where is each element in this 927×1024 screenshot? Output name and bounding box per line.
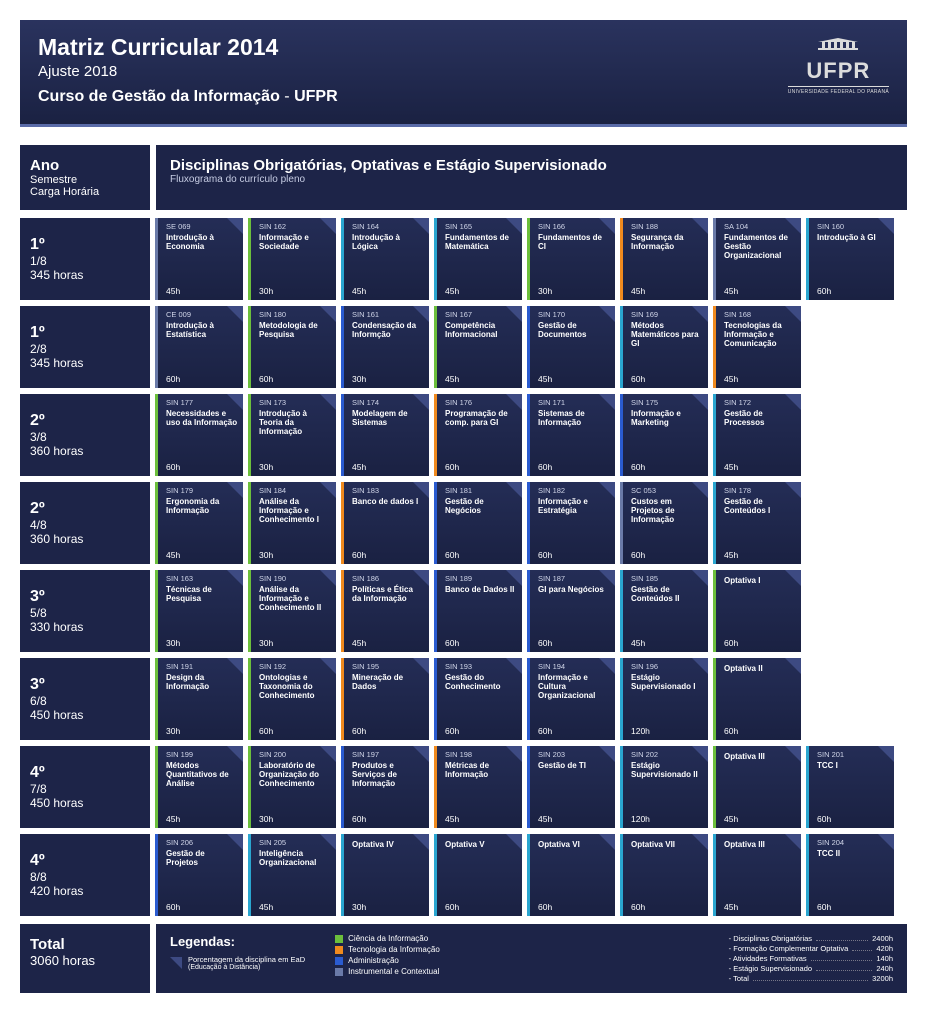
course-card: SIN 178 Gestão de Conteúdos I 45h <box>713 482 801 564</box>
course-card: SIN 198 Métricas de Informação 45h <box>434 746 522 828</box>
course-card: SIN 165 Fundamentos de Matemática 45h <box>434 218 522 300</box>
course-card: SIN 184 Análise da Informação e Conhecim… <box>248 482 336 564</box>
course-card: SIN 176 Programação de comp. para GI 60h <box>434 394 522 476</box>
course-card: SIN 177 Necessidades e uso da Informação… <box>155 394 243 476</box>
course-card: Optativa V 60h <box>434 834 522 916</box>
legend-category: Instrumental e Contextual <box>335 967 440 976</box>
semester-row: 2º3/8360 horas SIN 177 Necessidades e us… <box>20 394 907 476</box>
course-card: SIN 194 Informação e Cultura Organizacio… <box>527 658 615 740</box>
course-card: Optativa III 45h <box>713 746 801 828</box>
course-card: SIN 174 Modelagem de Sistemas 45h <box>341 394 429 476</box>
course-card: SIN 168 Tecnologias da Informação e Comu… <box>713 306 801 388</box>
legend-hours-row: - Atividades Formativas140h <box>729 954 893 963</box>
course-card: SIN 170 Gestão de Documentos 45h <box>527 306 615 388</box>
intro-row: Ano Semestre Carga Horária Disciplinas O… <box>20 145 907 210</box>
course-card: SC 053 Custos em Projetos de Informação … <box>620 482 708 564</box>
course-card: SIN 169 Métodos Matemáticos para GI 60h <box>620 306 708 388</box>
course-card: SIN 191 Design da Informação 30h <box>155 658 243 740</box>
course-card: SIN 180 Metodologia de Pesquisa 60h <box>248 306 336 388</box>
footer-row: Total 3060 horas Legendas: Porcentagem d… <box>20 924 907 993</box>
course-card: SA 104 Fundamentos de Gestão Organizacio… <box>713 218 801 300</box>
course-card: SIN 173 Introdução à Teoria da Informaçã… <box>248 394 336 476</box>
legend-hours-row: - Estágio Supervisionado240h <box>729 964 893 973</box>
course-card: SIN 200 Laboratório de Organização do Co… <box>248 746 336 828</box>
semester-label: 4º8/8420 horas <box>20 834 150 916</box>
ead-triangle-icon <box>170 957 182 969</box>
legend-hours-row: - Disciplinas Obrigatórias2400h <box>729 934 893 943</box>
ufpr-logo: UFPR UNIVERSIDADE FEDERAL DO PARANÁ <box>788 38 889 95</box>
course-card: SIN 204 TCC II 60h <box>806 834 894 916</box>
course-card: SIN 189 Banco de Dados II 60h <box>434 570 522 652</box>
course-card: SIN 179 Ergonomia da Informação 45h <box>155 482 243 564</box>
intro-right: Disciplinas Obrigatórias, Optativas e Es… <box>156 145 907 210</box>
course-card: Optativa I 60h <box>713 570 801 652</box>
legend-categories: Ciência da Informação Tecnologia da Infor… <box>335 934 440 976</box>
legend-category: Ciência da Informação <box>335 934 440 943</box>
legend-block-ead: Legendas: Porcentagem da disciplina em E… <box>170 934 305 971</box>
course-card: SIN 164 Introdução à Lógica 45h <box>341 218 429 300</box>
semester-label: 2º4/8360 horas <box>20 482 150 564</box>
semester-label: 3º5/8330 horas <box>20 570 150 652</box>
course-card: CE 009 Introdução à Estatística 60h <box>155 306 243 388</box>
header-subtitle-2: Curso de Gestão da Informação - UFPR <box>38 88 889 106</box>
course-card: SIN 190 Análise da Informação e Conhecim… <box>248 570 336 652</box>
course-card: SIN 161 Condensação da Informção 30h <box>341 306 429 388</box>
course-card: SIN 196 Estágio Supervisionado I 120h <box>620 658 708 740</box>
course-card: SIN 195 Mineração de Dados 60h <box>341 658 429 740</box>
course-card: SIN 199 Métodos Quantitativos de Análise… <box>155 746 243 828</box>
legend-category: Tecnologia da Informação <box>335 945 440 954</box>
course-card: SE 069 Introdução à Economia 45h <box>155 218 243 300</box>
legend-category: Administração <box>335 956 440 965</box>
footer-total: Total 3060 horas <box>20 924 150 993</box>
course-card: Optativa III 45h <box>713 834 801 916</box>
course-card: SIN 192 Ontologias e Taxonomia do Conhec… <box>248 658 336 740</box>
semester-label: 2º3/8360 horas <box>20 394 150 476</box>
legend-hours-row: - Formação Complementar Optativa420h <box>729 944 893 953</box>
legend-hours-row: - Total3200h <box>729 974 893 983</box>
footer-legend: Legendas: Porcentagem da disciplina em E… <box>156 924 907 993</box>
semester-label: 3º6/8450 horas <box>20 658 150 740</box>
course-card: SIN 205 Inteligência Organizacional 45h <box>248 834 336 916</box>
legend-hours: - Disciplinas Obrigatórias2400h- Formaçã… <box>729 934 893 983</box>
course-card: SIN 188 Segurança da Informação 45h <box>620 218 708 300</box>
course-card: SIN 183 Banco de dados I 60h <box>341 482 429 564</box>
course-card: SIN 175 Informação e Marketing 60h <box>620 394 708 476</box>
course-card: SIN 193 Gestão do Conhecimento 60h <box>434 658 522 740</box>
course-card: SIN 206 Gestão de Projetos 60h <box>155 834 243 916</box>
course-card: SIN 182 Informação e Estratégia 60h <box>527 482 615 564</box>
course-card: SIN 181 Gestão de Negócios 60h <box>434 482 522 564</box>
page-title: Matriz Curricular 2014 <box>38 34 889 61</box>
course-card: SIN 203 Gestão de TI 45h <box>527 746 615 828</box>
semester-row: 4º8/8420 horas SIN 206 Gestão de Projeto… <box>20 834 907 916</box>
course-card: SIN 167 Competência Informacional 45h <box>434 306 522 388</box>
intro-left: Ano Semestre Carga Horária <box>20 145 150 210</box>
semester-label: 4º7/8450 horas <box>20 746 150 828</box>
semester-row: 3º5/8330 horas SIN 163 Técnicas de Pesqu… <box>20 570 907 652</box>
semester-row: 1º1/8345 horas SE 069 Introdução à Econo… <box>20 218 907 300</box>
course-card: SIN 172 Gestão de Processos 45h <box>713 394 801 476</box>
header-subtitle-1: Ajuste 2018 <box>38 63 889 80</box>
semester-row: 3º6/8450 horas SIN 191 Design da Informa… <box>20 658 907 740</box>
course-card: SIN 185 Gestão de Conteúdos II 45h <box>620 570 708 652</box>
course-card: SIN 166 Fundamentos de CI 30h <box>527 218 615 300</box>
course-card: SIN 201 TCC I 60h <box>806 746 894 828</box>
course-card: SIN 163 Técnicas de Pesquisa 30h <box>155 570 243 652</box>
course-card: SIN 187 GI para Negócios 60h <box>527 570 615 652</box>
course-card: SIN 202 Estágio Supervisionado II 120h <box>620 746 708 828</box>
course-card: Optativa II 60h <box>713 658 801 740</box>
course-card: SIN 162 Informação e Sociedade 30h <box>248 218 336 300</box>
semester-label: 1º2/8345 horas <box>20 306 150 388</box>
course-card: Optativa IV 30h <box>341 834 429 916</box>
course-card: SIN 186 Políticas e Ética da Informação … <box>341 570 429 652</box>
course-card: SIN 171 Sistemas de Informação 60h <box>527 394 615 476</box>
semester-row: 2º4/8360 horas SIN 179 Ergonomia da Info… <box>20 482 907 564</box>
semester-row: 4º7/8450 horas SIN 199 Métodos Quantitat… <box>20 746 907 828</box>
course-card: SIN 197 Produtos e Serviços de Informaçã… <box>341 746 429 828</box>
course-card: Optativa VI 60h <box>527 834 615 916</box>
course-card: SIN 160 Introdução à GI 60h <box>806 218 894 300</box>
semester-label: 1º1/8345 horas <box>20 218 150 300</box>
course-card: Optativa VII 60h <box>620 834 708 916</box>
semester-row: 1º2/8345 horas CE 009 Introdução à Estat… <box>20 306 907 388</box>
header: Matriz Curricular 2014 Ajuste 2018 Curso… <box>20 20 907 127</box>
